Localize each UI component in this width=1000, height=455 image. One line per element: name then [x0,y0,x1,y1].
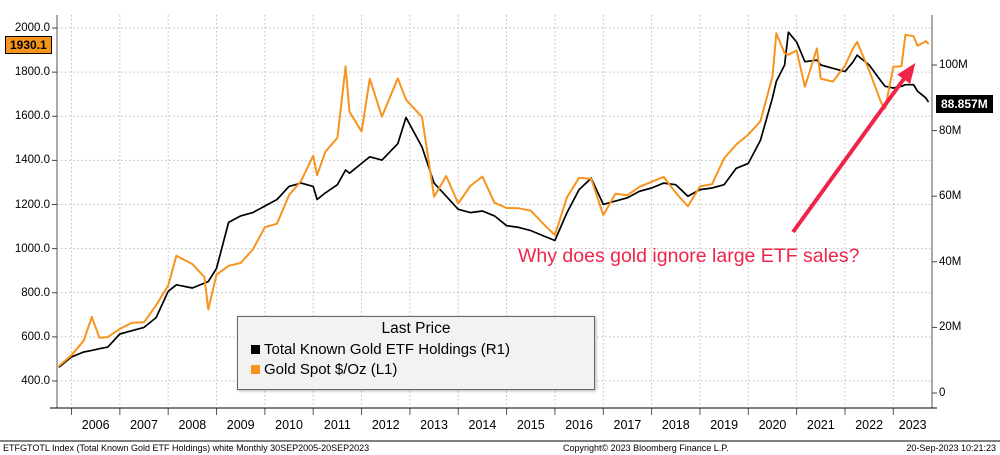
y-axis-left-tick-label: 1800.0 [14,66,50,79]
x-axis-year-label: 2017 [613,418,642,432]
annotation-arrow-icon [791,63,916,234]
y-axis-right-tick-label: 80M [939,124,962,137]
x-axis-year-label: 2023 [898,418,927,432]
x-axis-year-label: 2010 [275,418,303,432]
y-axis-right-tick-label: 20M [939,321,962,334]
status-security-info: ETFGTOTL Index (Total Known Gold ETF Hol… [3,443,370,453]
y-axis-left-tick-label: 2000.0 [14,22,50,34]
x-axis-year-label: 2011 [323,418,351,432]
series-swatch-icon [251,345,260,354]
x-axis-year-label: 2008 [178,418,207,432]
legend-title: Last Price [381,320,451,337]
y-axis-left-tick-label: 800.0 [21,286,50,299]
x-axis-year-label: 2009 [226,418,255,432]
y-axis-right-tick-label: 100M [939,59,968,71]
status-bar: ETFGTOTL Index (Total Known Gold ETF Hol… [0,442,1000,455]
x-axis-year-label: 2022 [855,418,884,432]
y-axis-right-tick-label: 0 [939,387,946,399]
y-axis-right-tick-label: 40M [939,255,962,268]
legend-item-label: Total Known Gold ETF Holdings (R1) [264,341,510,358]
y-axis-right-tick-label: 60M [939,190,962,203]
x-axis-year-label: 2015 [516,418,545,432]
x-axis-year-label: 2012 [371,418,400,432]
last-price-badge-etf: 88.857M [936,95,993,113]
x-axis-year-label: 2014 [468,418,497,432]
x-axis-year-label: 2020 [758,418,787,432]
legend-item-gold-spot[interactable]: Gold Spot $/Oz (L1) [251,361,594,378]
x-axis-year-label: 2006 [81,418,110,432]
y-axis-left-tick-label: 400.0 [21,375,50,387]
series-line-etf-holdings [58,31,929,368]
y-axis-left-tick-label: 1000.0 [14,242,50,255]
legend-item-label: Gold Spot $/Oz (L1) [264,361,398,378]
last-price-badge-gold: 1930.1 [5,36,52,54]
status-timestamp: 20-Sep-2023 10:21:23 [906,443,996,453]
x-axis-year-label: 2021 [806,418,835,432]
legend-item-etf-holdings[interactable]: Total Known Gold ETF Holdings (R1) [251,341,594,358]
status-copyright: Copyright© 2023 Bloomberg Finance L.P. [563,443,729,453]
y-axis-left-tick-label: 1400.0 [14,154,50,167]
x-axis-year-label: 2016 [565,418,593,432]
x-axis-year-label: 2019 [710,418,739,432]
x-axis-year-label: 2018 [661,418,690,432]
y-axis-left-tick-label: 1200.0 [14,198,50,211]
series-line-gold-spot [58,32,930,367]
x-axis-year-label: 2013 [420,418,448,432]
annotation-text: Why does gold ignore large ETF sales? [518,245,860,267]
legend-box: Last Price Total Known Gold ETF Holdings… [237,316,595,390]
y-axis-left-tick-label: 1600.0 [14,110,50,123]
x-axis-year-label: 2007 [130,418,158,432]
y-axis-left-tick-label: 600.0 [21,330,50,343]
series-swatch-icon [251,365,260,374]
